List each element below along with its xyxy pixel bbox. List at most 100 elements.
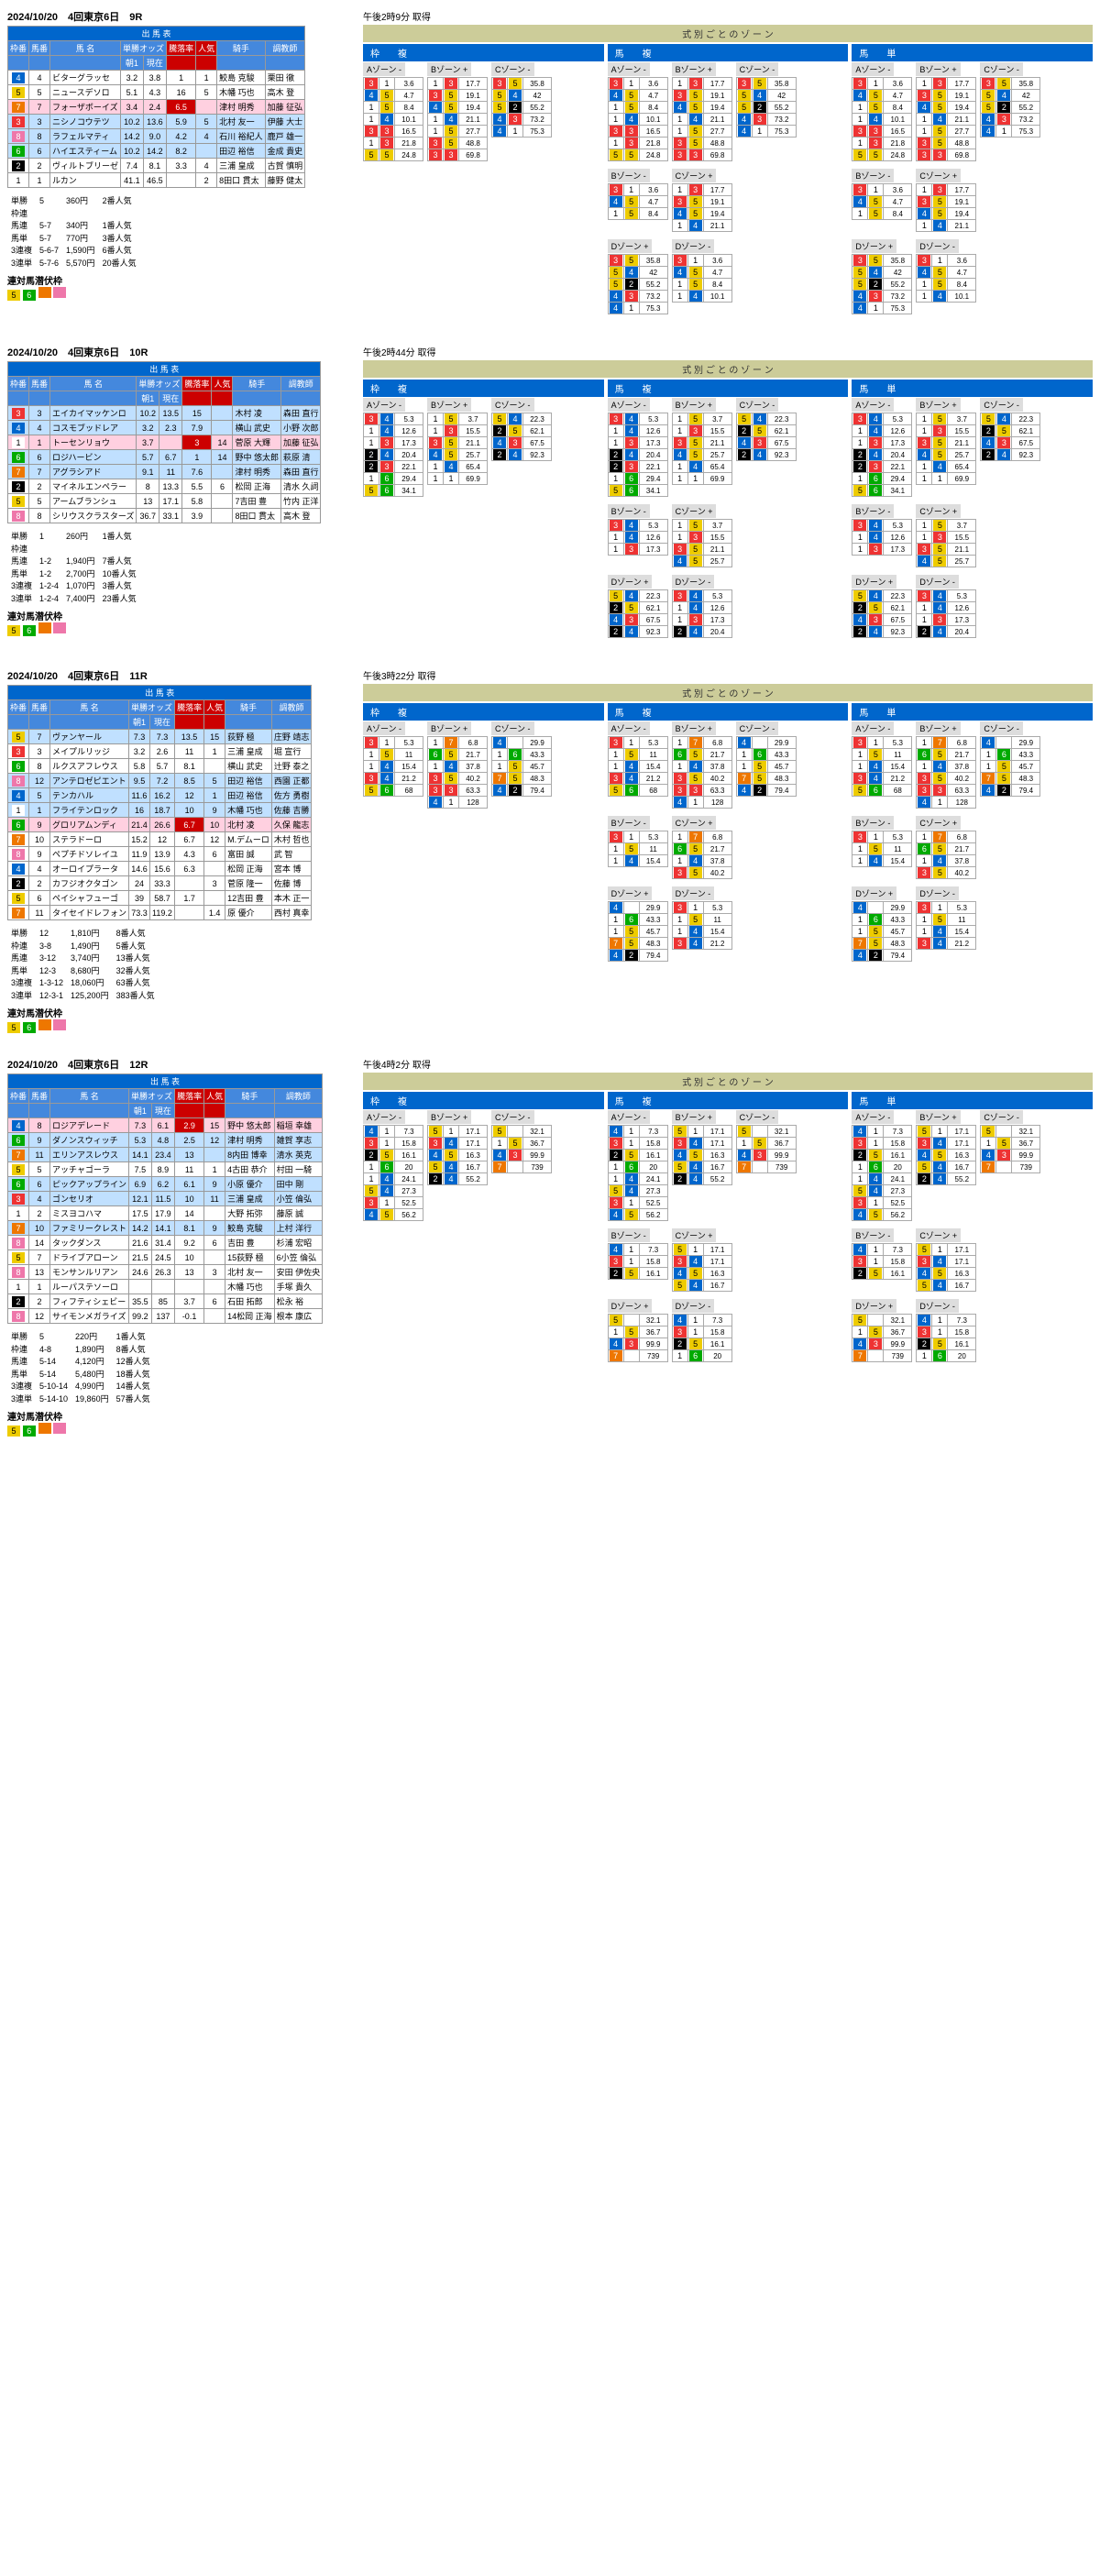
waku-box: 3 [869, 544, 882, 555]
waku-box: 5 [738, 1126, 751, 1137]
waku-box: 4 [997, 449, 1010, 460]
horse-row[interactable]: 55アームブランシュ1317.15.87吉田 豊竹内 正洋 [8, 494, 321, 509]
waku-box: 4 [689, 1138, 702, 1149]
zone-data-table: 176.86521.71437.83540.2 [672, 831, 732, 879]
waku-box [53, 622, 66, 633]
waku-box: 3 [429, 90, 442, 101]
horse-row[interactable]: 33エイカイマッケンロ10.213.515木村 凌森田 直行 [8, 406, 321, 421]
horse-row[interactable]: 55アッチャゴーラ7.58.91114古田 恭介村田 一騎 [8, 1162, 323, 1177]
waku-box: 3 [933, 149, 946, 160]
horse-row[interactable]: 11ルカン41.146.528田口 貫太藤野 健太 [8, 173, 305, 188]
horse-row[interactable]: 11フライテンロック1618.7109木幡 巧也佐藤 吉勝 [8, 803, 312, 818]
waku-box: 6 [918, 843, 930, 854]
horse-row[interactable]: 34ゴンセリオ12.111.51011三浦 皇成小笠 倫弘 [8, 1192, 323, 1206]
horse-row[interactable]: 711タイセイドレフォン73.3119.21.4原 優介西村 真幸 [8, 906, 312, 920]
horse-row[interactable]: 11ルーパステソーロ木幡 巧也手塚 貴久 [8, 1280, 323, 1294]
horse-row[interactable]: 812アンテロゼピエント9.57.28.55田辺 裕信西園 正都 [8, 774, 312, 788]
horse-row[interactable]: 66ロジハービン5.76.7114野中 悠太郎萩原 清 [8, 450, 321, 465]
horse-row[interactable]: 68ルクスアフレウス5.85.78.1横山 武史辻野 泰之 [8, 759, 312, 774]
zone-data-table: 315.315111415.43421.25668 [852, 736, 912, 797]
waku-box: 3 [918, 1256, 930, 1267]
horse-row[interactable]: 69グロリアムンディ21.426.66.710北村 凌久保 龍志 [8, 818, 312, 832]
zone-sub-label: Cゾーン - [491, 62, 534, 76]
waku-box: 4 [12, 1120, 25, 1131]
waku-box: 2 [365, 449, 378, 460]
waku-box: 1 [853, 914, 866, 925]
horse-row[interactable]: 711エリンアスレウス14.123.4138内田 博幸清水 英克 [8, 1148, 323, 1162]
horse-row[interactable]: 710ファミリークレスト14.214.18.19鮫島 克駿上村 洋行 [8, 1221, 323, 1236]
horse-row[interactable]: 55ニュースデソロ5.14.3165木幡 巧也高木 登 [8, 85, 305, 100]
waku-box: 1 [689, 1126, 702, 1137]
horse-row[interactable]: 66ハイエスティーム10.214.28.2田辺 裕信金成 貴史 [8, 144, 305, 159]
horse-row[interactable]: 710ステラドーロ15.2126.712M.デムーロ木村 哲也 [8, 832, 312, 847]
waku-box: 3 [918, 90, 930, 101]
waku-box: 3 [674, 1138, 687, 1149]
waku-box [38, 287, 51, 298]
horse-row[interactable]: 33ニシノコウテツ10.213.65.95北村 友一伊藤 大士 [8, 115, 305, 129]
horse-row[interactable]: 77アグラシアド9.1117.6津村 明秀森田 直行 [8, 465, 321, 479]
waku-box: 3 [674, 90, 687, 101]
horse-row[interactable]: 12ミスヨコハマ17.517.914大野 拓弥藤原 誠 [8, 1206, 323, 1221]
waku-box: 2 [982, 449, 995, 460]
waku-box: 7 [12, 1223, 25, 1234]
waku-box: 5 [493, 90, 506, 101]
waku-box: 2 [12, 878, 25, 889]
zone-data-table: 3535.854425255.24373.24175.3 [736, 77, 797, 138]
horse-row[interactable]: 813モンサンルリアン24.626.3133北村 友一安田 伊佐央 [8, 1265, 323, 1280]
waku-box: 1 [625, 184, 638, 195]
waku-box: 5 [933, 914, 946, 925]
zone-sub-label: Cゾーン - [736, 62, 779, 76]
horse-row[interactable]: 77フォーザボーイズ3.42.46.5津村 明秀加藤 征弘 [8, 100, 305, 115]
waku-box: 4 [754, 449, 766, 460]
waku-box: 1 [933, 255, 946, 266]
waku-box: 3 [365, 126, 378, 137]
horse-row[interactable]: 56ペイシャフューゴ3958.71.712吉田 豊本木 正一 [8, 891, 312, 906]
horse-row[interactable]: 44ビターグラッセ3.23.811鮫島 克駿栗田 徹 [8, 71, 305, 85]
waku-box: 3 [933, 614, 946, 625]
waku-box: 1 [918, 737, 930, 748]
waku-box: 2 [429, 1173, 442, 1184]
zone-main-title: 式 別 ご と の ゾ ー ン [363, 684, 1093, 701]
horse-row[interactable]: 44オーロイプラータ14.615.66.3松岡 正海宮本 博 [8, 862, 312, 876]
horse-row[interactable]: 22カフジオクタゴン2433.33菅原 隆一佐藤 博 [8, 876, 312, 891]
waku-box: 5 [982, 90, 995, 101]
waku-box: 4 [869, 773, 882, 784]
horse-row[interactable]: 22ヴィルトブリーゼ7.48.13.34三浦 皇成古賀 慎明 [8, 159, 305, 173]
horse-row[interactable]: 22フィフティシェビー35.5853.76石田 拓郎松永 裕 [8, 1294, 323, 1309]
waku-box: 3 [674, 867, 687, 878]
horse-row[interactable]: 88シリウスクラスターズ36.733.13.98田口 貫太高木 登 [8, 509, 321, 523]
waku-box: 5 [997, 425, 1010, 436]
horse-row[interactable]: 22マイネルエンペラー813.35.56松岡 正海清水 久詞 [8, 479, 321, 494]
horse-row[interactable]: 89ペプチドソレイユ11.913.94.36富田 誠武 智 [8, 847, 312, 862]
zone-sub-label: Bゾーン + [672, 721, 716, 735]
horse-row[interactable]: 57ヴァンヤール7.37.313.515荻野 極庄野 靖志 [8, 730, 312, 744]
horse-row[interactable]: 11トーセンリョウ3.7314菅原 大輝加藤 征弘 [8, 435, 321, 450]
horse-row[interactable]: 812サイモンメガライズ99.2137-0.114松岡 正海根本 康広 [8, 1309, 323, 1324]
waku-box: 4 [610, 902, 622, 913]
horse-row[interactable]: 44コスモブッドレア3.22.37.9横山 武史小野 次郎 [8, 421, 321, 435]
waku-box: 5 [689, 102, 702, 113]
waku-box: 2 [918, 1173, 930, 1184]
zone-sub-label: Aゾーン - [852, 721, 894, 735]
race-block-9R: 2024/10/20 4回東京6日 9R出 馬 表枠番馬番馬 名単勝オッズ騰落率… [7, 7, 1093, 321]
waku-box: 1 [674, 78, 687, 89]
horse-row[interactable]: 69ダノンスウィッチ5.34.82.512津村 明秀雑賀 享志 [8, 1133, 323, 1148]
horse-row[interactable]: 57ドライブアローン21.524.51015荻野 極6小笠 倫弘 [8, 1250, 323, 1265]
horse-row[interactable]: 66ピックアップライン6.96.26.19小原 優介田中 剛 [8, 1177, 323, 1192]
horse-row[interactable]: 814タックダンス21.631.49.26吉田 豊杉浦 宏昭 [8, 1236, 323, 1250]
zone-data-table: 5117.13417.14516.35416.7 [672, 1243, 732, 1292]
waku-box: 2 [610, 449, 622, 460]
waku-box: 3 [610, 255, 622, 266]
waku-box: 3 [689, 78, 702, 89]
waku-box: 1 [869, 1244, 882, 1255]
waku-box: 3 [933, 425, 946, 436]
waku-box: 4 [869, 1173, 882, 1184]
horse-row[interactable]: 33メイプルリッジ3.22.6111三浦 皇成堀 宣行 [8, 744, 312, 759]
horse-row[interactable]: 45テンカハル11.616.2121田辺 裕信佐方 勇樹 [8, 788, 312, 803]
waku-box: 6 [625, 914, 638, 925]
waku-box: 4 [918, 208, 930, 219]
zone-data-table: 532.11536.74399.97739 [852, 1314, 912, 1362]
horse-row[interactable]: 48ロジアデレード7.36.12.915野中 悠太郎稲垣 幸雄 [8, 1118, 323, 1133]
horse-row[interactable]: 88ラフェルマティ14.29.04.24石川 裕紀人鹿戸 雄一 [8, 129, 305, 144]
waku-box: 5 [445, 90, 457, 101]
